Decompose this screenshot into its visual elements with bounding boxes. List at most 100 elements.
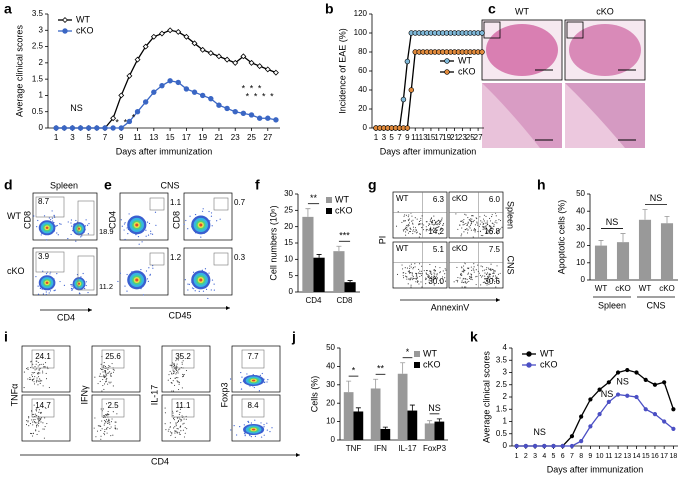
event (489, 276, 491, 278)
event (48, 292, 50, 294)
gate-value: 30.6 (484, 277, 500, 286)
event (45, 372, 47, 374)
event (109, 371, 111, 373)
event (29, 378, 31, 380)
event (412, 279, 414, 281)
event (439, 222, 441, 224)
event (185, 418, 187, 420)
gate (241, 349, 265, 369)
event (247, 420, 249, 422)
event (436, 278, 438, 280)
legend-label: cKO (540, 359, 558, 369)
event (32, 421, 34, 423)
event (185, 370, 188, 372)
event (482, 222, 484, 224)
x-tick-label: 25 (466, 133, 475, 142)
annotation: * (115, 117, 119, 127)
event (114, 421, 116, 423)
event (105, 372, 107, 374)
event (46, 366, 48, 368)
event (35, 381, 38, 383)
marker (444, 58, 450, 64)
event (55, 225, 57, 227)
event (421, 286, 423, 288)
event (33, 372, 35, 374)
plot-label: WT (396, 194, 409, 203)
event (80, 276, 82, 278)
y-tick-label: 3 (503, 368, 508, 377)
event (111, 363, 113, 365)
event (114, 425, 116, 427)
marker (110, 125, 116, 131)
event (412, 230, 414, 232)
event (486, 279, 488, 281)
event (498, 219, 500, 221)
x-tick-label: 4 (542, 453, 546, 460)
event (33, 378, 35, 380)
event (482, 225, 484, 227)
event (498, 230, 500, 232)
event (31, 374, 33, 376)
event (485, 227, 487, 229)
event (34, 421, 36, 423)
event (103, 415, 105, 417)
event (494, 221, 496, 223)
event (441, 276, 444, 278)
event (429, 270, 431, 272)
event (474, 224, 476, 226)
event (492, 275, 494, 277)
event (480, 234, 482, 237)
event (460, 272, 462, 274)
x-tick-label: 1 (54, 133, 59, 142)
event (495, 286, 497, 288)
event (431, 220, 433, 223)
marker (118, 125, 124, 131)
event (408, 271, 410, 273)
event (467, 222, 469, 224)
event (70, 233, 72, 236)
event (102, 385, 104, 387)
gate (35, 196, 65, 218)
marker (643, 407, 648, 412)
event (499, 272, 501, 274)
event (405, 234, 407, 236)
event (269, 430, 271, 433)
y-tick-label: 60 (358, 66, 367, 75)
event (106, 427, 108, 429)
event (42, 385, 44, 387)
event (31, 376, 34, 378)
event (435, 229, 438, 232)
event (457, 279, 459, 281)
event (106, 403, 108, 405)
event (164, 423, 166, 425)
event (36, 418, 38, 420)
event (484, 222, 486, 224)
event (459, 277, 461, 279)
event (42, 422, 44, 424)
event (496, 265, 498, 267)
event (103, 376, 105, 378)
marker (248, 112, 255, 118)
event (70, 219, 73, 221)
event (107, 421, 109, 423)
event (114, 427, 116, 429)
event (466, 281, 468, 283)
event (403, 215, 405, 217)
event (169, 364, 171, 366)
marker (224, 105, 230, 112)
density (199, 223, 203, 227)
legend-swatch (414, 362, 420, 368)
event (467, 229, 469, 231)
event (488, 279, 491, 281)
event (414, 266, 416, 268)
event (37, 365, 39, 367)
event (266, 429, 268, 431)
x-tick-label: 10 (596, 453, 604, 460)
error-bar (598, 240, 604, 246)
event (417, 272, 420, 274)
gate (35, 251, 65, 273)
marker (588, 424, 593, 429)
event (470, 275, 472, 277)
event (434, 270, 436, 272)
event (410, 277, 412, 279)
